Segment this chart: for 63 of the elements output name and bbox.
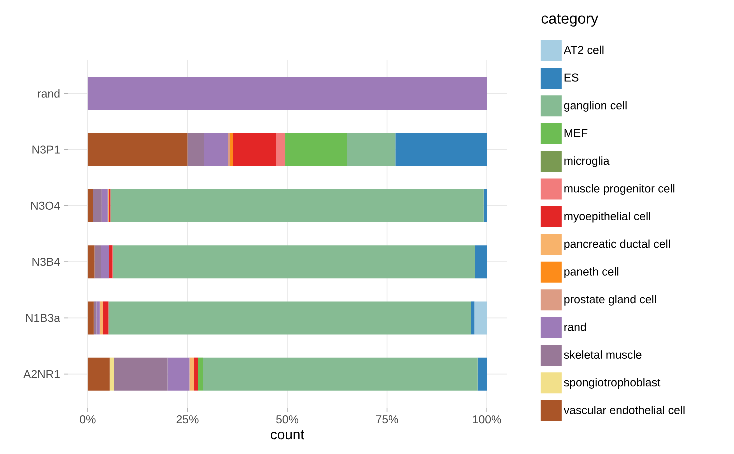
bar xyxy=(471,302,475,335)
bar xyxy=(88,246,95,279)
legend-label: microglia xyxy=(564,156,610,168)
legend-label: muscle progenitor cell xyxy=(564,184,675,196)
bar xyxy=(474,302,488,335)
bar xyxy=(198,358,204,391)
legend-label: spongiotrophoblast xyxy=(564,378,661,389)
bar xyxy=(190,358,194,391)
bar xyxy=(110,358,114,391)
bar xyxy=(286,133,348,166)
bar xyxy=(108,302,472,335)
bar xyxy=(484,189,488,222)
bar xyxy=(103,302,109,335)
bar xyxy=(396,133,488,166)
bar xyxy=(88,189,94,222)
y-tick-label: N3O4 xyxy=(31,202,60,210)
bar xyxy=(478,358,488,391)
x-axis-title: count xyxy=(271,430,304,440)
legend-label: skeletal muscle xyxy=(564,350,642,359)
bar xyxy=(101,246,110,279)
bar xyxy=(203,358,478,391)
legend-label: pancreatic ductal cell xyxy=(564,240,670,250)
bar xyxy=(276,133,286,166)
x-tick-label: 0% xyxy=(80,416,96,424)
bar xyxy=(100,302,104,335)
legend-label: prostate gland cell xyxy=(564,295,656,306)
bar xyxy=(114,358,168,391)
bar xyxy=(204,133,228,166)
bar xyxy=(194,358,199,391)
y-tick-label: A2NR1 xyxy=(24,370,60,378)
legend-label: ES xyxy=(564,74,579,82)
x-tick-label: 25% xyxy=(176,416,199,424)
bar xyxy=(233,133,276,166)
bar xyxy=(88,133,188,166)
legend-title: category xyxy=(542,14,599,27)
bar xyxy=(168,358,190,391)
bar xyxy=(347,133,396,166)
bar xyxy=(88,358,110,391)
bar xyxy=(110,246,113,279)
x-tick-label: 100% xyxy=(473,416,502,424)
bar xyxy=(88,302,94,335)
bar xyxy=(113,246,476,279)
bar xyxy=(94,246,102,279)
x-tick-label: 75% xyxy=(376,416,398,424)
bar xyxy=(188,133,204,166)
legend-label: rand xyxy=(564,322,586,332)
bar xyxy=(88,77,488,110)
legend-label: ganglion cell xyxy=(564,101,627,112)
legend-label: AT2 cell xyxy=(564,46,604,54)
bar xyxy=(110,189,484,222)
y-tick-label: N3B4 xyxy=(32,258,60,266)
bar xyxy=(96,302,100,335)
legend-label: myoepithelial cell xyxy=(564,212,650,223)
bar xyxy=(475,246,488,279)
y-tick-label: rand xyxy=(38,89,60,98)
y-tick-label: N3P1 xyxy=(32,146,60,154)
bar xyxy=(102,189,108,222)
bar xyxy=(93,189,102,222)
x-tick-label: 50% xyxy=(276,416,299,424)
legend-label: paneth cell xyxy=(564,267,619,278)
legend-label: vascular endothelial cell xyxy=(564,406,685,414)
legend-label: MEF xyxy=(564,129,588,138)
y-tick-label: N1B3a xyxy=(26,314,60,322)
